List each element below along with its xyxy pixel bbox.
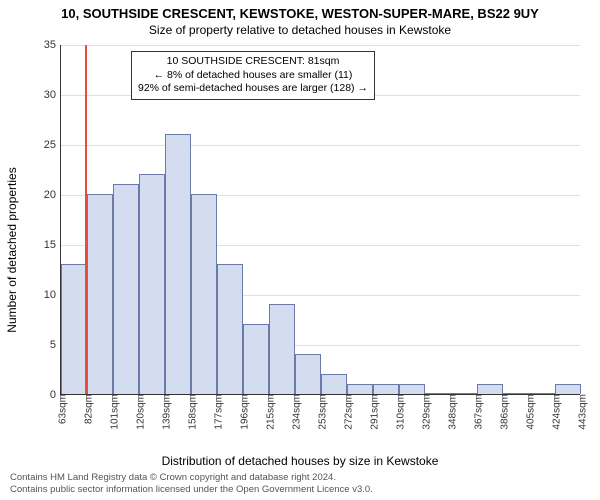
- histogram-bar: [113, 184, 139, 394]
- y-tick-label: 20: [44, 189, 61, 201]
- attribution-text: Contains HM Land Registry data © Crown c…: [10, 472, 590, 496]
- x-tick-label: 348sqm: [444, 394, 459, 430]
- x-tick-label: 158sqm: [184, 394, 199, 430]
- x-tick-label: 139sqm: [158, 394, 173, 430]
- x-tick-label: 310sqm: [392, 394, 407, 430]
- plot-area: 0510152025303563sqm82sqm101sqm120sqm139s…: [60, 45, 580, 395]
- chart-title: 10, SOUTHSIDE CRESCENT, KEWSTOKE, WESTON…: [0, 0, 600, 21]
- annotation-line: 10 SOUTHSIDE CRESCENT: 81sqm: [138, 55, 368, 69]
- x-tick-label: 177sqm: [210, 394, 225, 430]
- histogram-bar: [61, 264, 87, 394]
- y-tick-label: 15: [44, 239, 61, 251]
- y-tick-label: 35: [44, 39, 61, 51]
- annotation-line: ← 8% of detached houses are smaller (11): [138, 69, 368, 83]
- x-tick-label: 443sqm: [574, 394, 589, 430]
- x-tick-label: 196sqm: [236, 394, 251, 430]
- x-tick-label: 386sqm: [496, 394, 511, 430]
- x-tick-label: 82sqm: [80, 394, 95, 424]
- histogram-bar: [165, 134, 191, 394]
- x-tick-label: 234sqm: [288, 394, 303, 430]
- x-tick-label: 367sqm: [470, 394, 485, 430]
- y-tick-label: 10: [44, 289, 61, 301]
- y-tick-label: 25: [44, 139, 61, 151]
- x-tick-label: 329sqm: [418, 394, 433, 430]
- histogram-bar: [217, 264, 243, 394]
- grid-line: [61, 145, 580, 146]
- y-axis-title: Number of detached properties: [5, 167, 19, 332]
- grid-line: [61, 45, 580, 46]
- histogram-bar: [555, 384, 581, 394]
- annotation-box: 10 SOUTHSIDE CRESCENT: 81sqm← 8% of deta…: [131, 51, 375, 100]
- histogram-bar: [295, 354, 321, 394]
- histogram-bar: [373, 384, 399, 394]
- x-tick-label: 215sqm: [262, 394, 277, 430]
- x-tick-label: 120sqm: [132, 394, 147, 430]
- chart-container: 10, SOUTHSIDE CRESCENT, KEWSTOKE, WESTON…: [0, 0, 600, 500]
- histogram-bar: [139, 174, 165, 394]
- histogram-bar: [321, 374, 347, 394]
- x-tick-label: 424sqm: [548, 394, 563, 430]
- x-axis-title: Distribution of detached houses by size …: [0, 454, 600, 468]
- x-tick-label: 101sqm: [106, 394, 121, 430]
- x-tick-label: 291sqm: [366, 394, 381, 430]
- histogram-bar: [269, 304, 295, 394]
- x-tick-label: 63sqm: [54, 394, 69, 424]
- histogram-bar: [243, 324, 269, 394]
- histogram-bar: [191, 194, 217, 394]
- attribution-line-2: Contains public sector information licen…: [10, 484, 590, 496]
- x-tick-label: 253sqm: [314, 394, 329, 430]
- histogram-bar: [477, 384, 503, 394]
- marker-line: [85, 45, 87, 394]
- annotation-line: 92% of semi-detached houses are larger (…: [138, 82, 368, 96]
- histogram-bar: [87, 194, 113, 394]
- histogram-bar: [399, 384, 425, 394]
- y-tick-label: 30: [44, 89, 61, 101]
- attribution-line-1: Contains HM Land Registry data © Crown c…: [10, 472, 590, 484]
- x-tick-label: 272sqm: [340, 394, 355, 430]
- x-tick-label: 405sqm: [522, 394, 537, 430]
- histogram-bar: [347, 384, 373, 394]
- chart-subtitle: Size of property relative to detached ho…: [0, 21, 600, 37]
- y-tick-label: 5: [50, 339, 61, 351]
